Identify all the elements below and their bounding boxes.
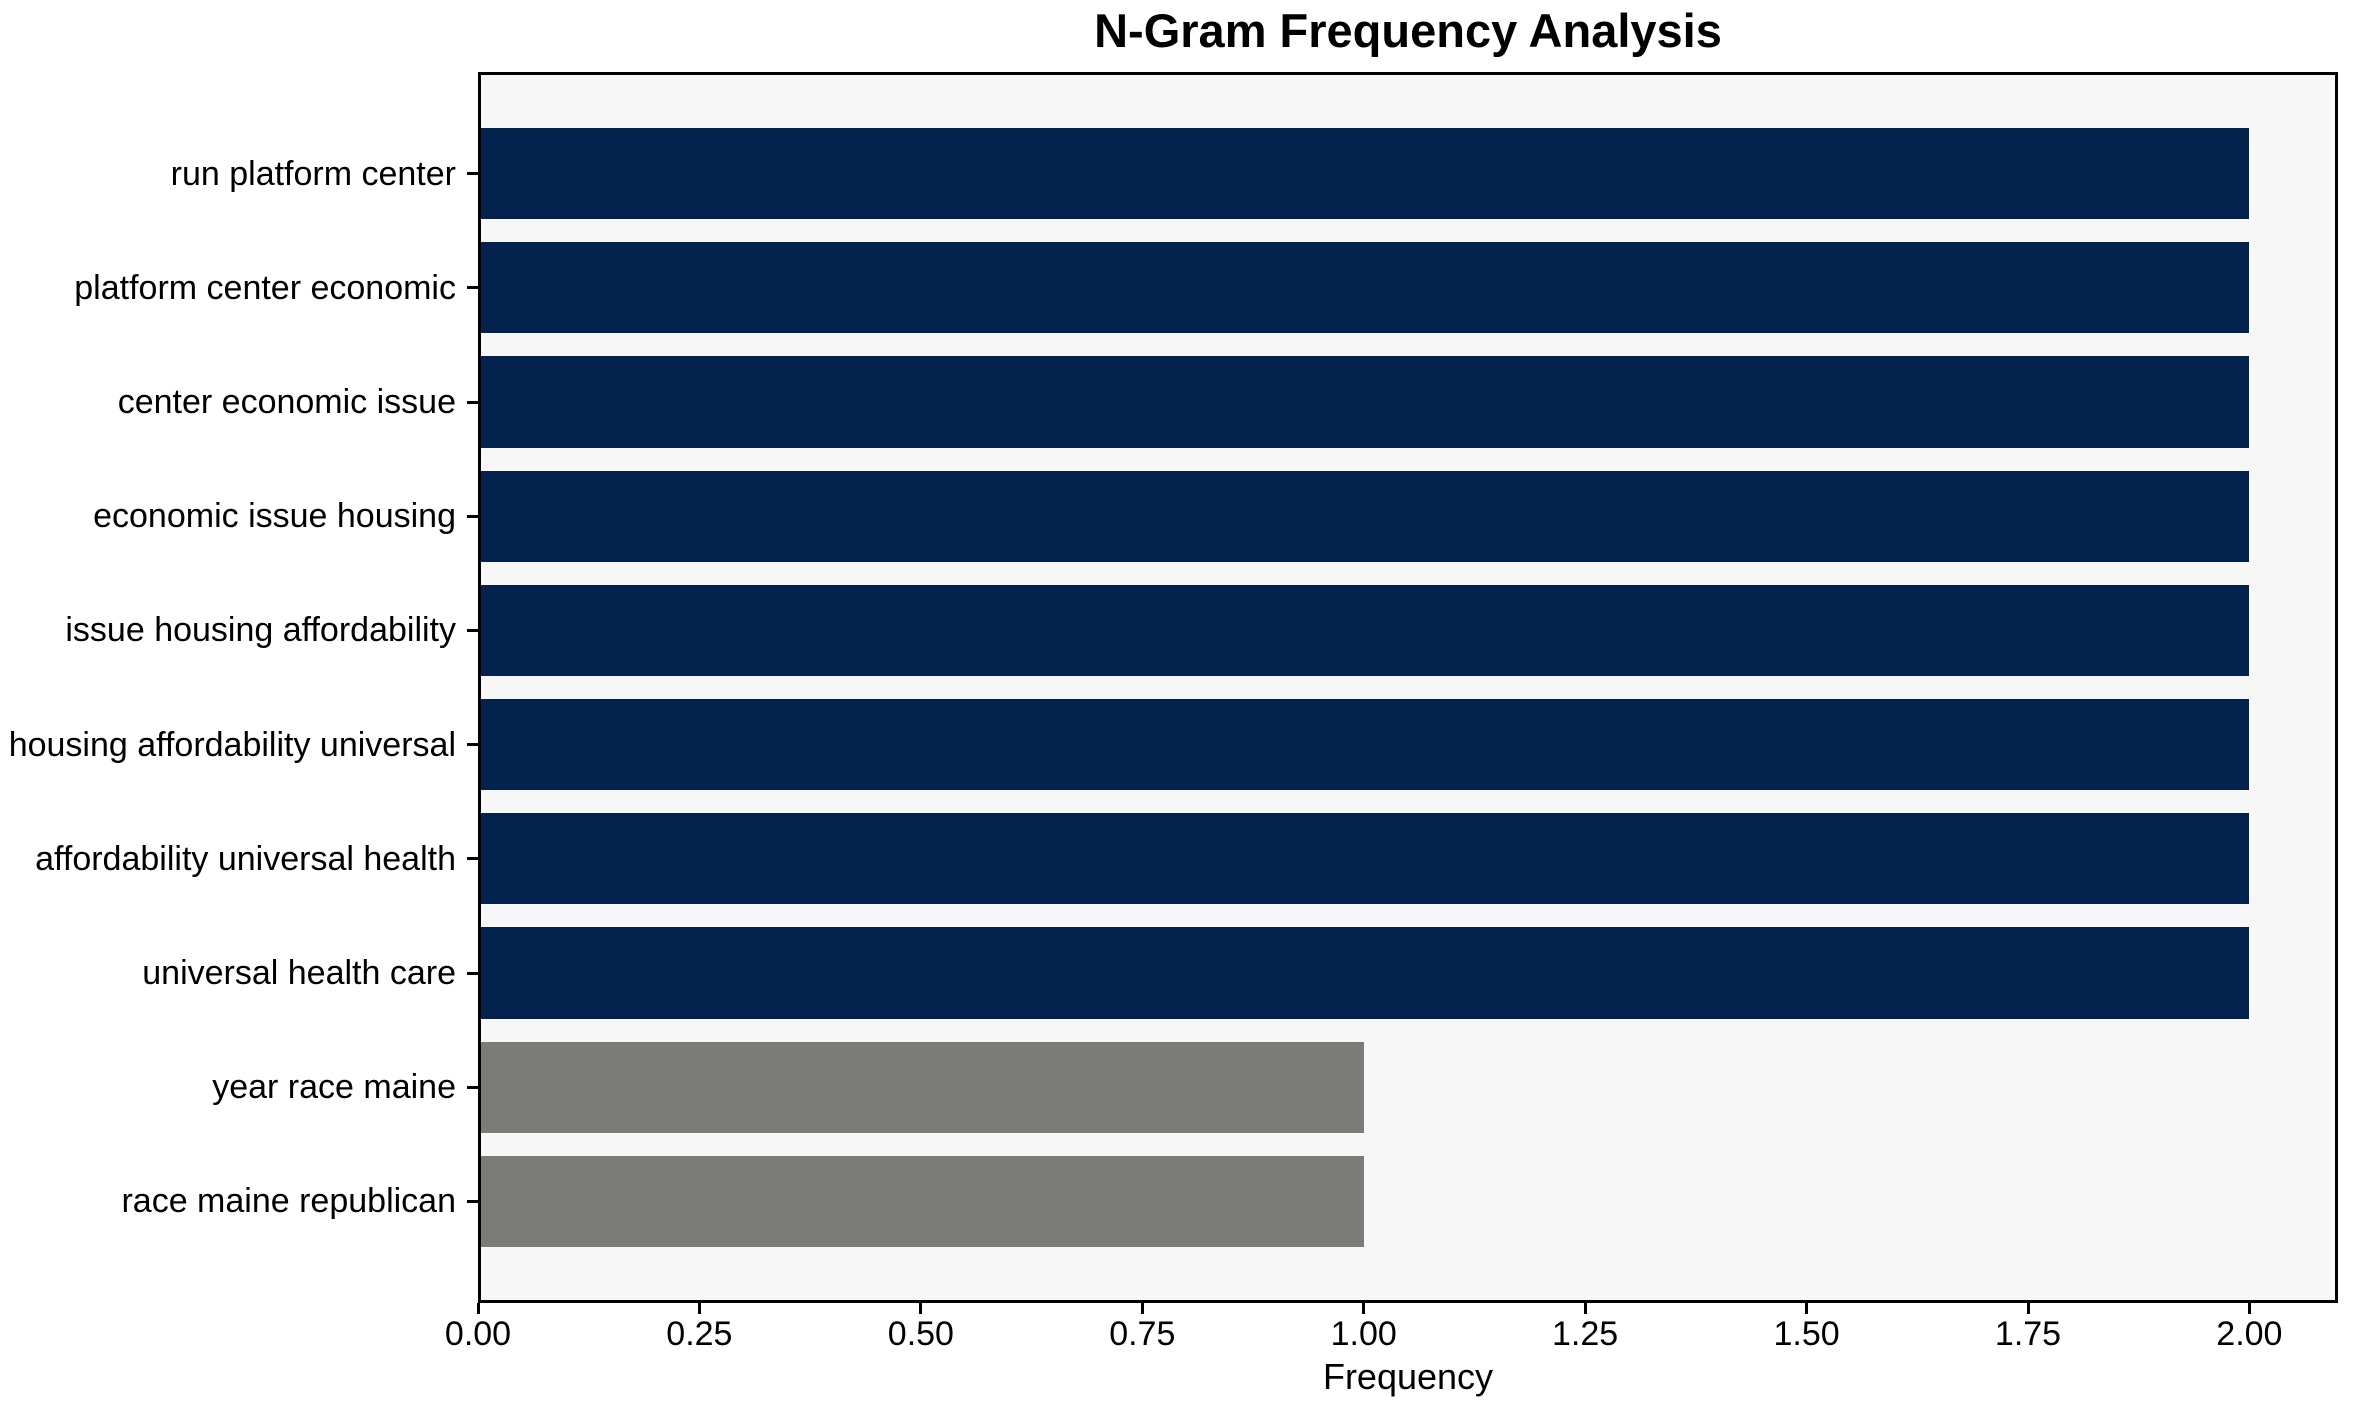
- y-tick-mark: [467, 172, 478, 176]
- x-tick-mark: [697, 1303, 701, 1314]
- x-tick-label: 1.50: [1773, 1315, 1840, 1353]
- y-tick-mark: [467, 971, 478, 975]
- y-tick-label: economic issue housing: [93, 497, 456, 536]
- bar-year-race-maine: [478, 1041, 1364, 1133]
- x-tick-label: 0.25: [666, 1315, 733, 1353]
- x-tick-label: 1.75: [1994, 1315, 2062, 1353]
- y-tick-mark: [467, 400, 478, 404]
- y-tick-mark: [467, 1085, 478, 1089]
- y-tick-label: issue housing affordability: [65, 611, 456, 650]
- x-tick-label: 0.75: [1109, 1315, 1176, 1353]
- y-tick-label: race maine republican: [121, 1182, 456, 1221]
- x-tick-mark: [919, 1303, 923, 1314]
- x-tick-label: 2.00: [2216, 1315, 2283, 1353]
- x-tick-mark: [1362, 1303, 1366, 1314]
- x-tick-label: 1.25: [1552, 1315, 1619, 1353]
- bar-platform-center-economic: [478, 242, 2250, 334]
- y-tick-mark: [467, 286, 478, 290]
- y-tick-label: year race maine: [212, 1068, 456, 1107]
- x-tick-label: 0.00: [444, 1315, 512, 1353]
- bar-race-maine-republican: [478, 1155, 1364, 1248]
- y-tick-label: run platform center: [170, 154, 456, 193]
- chart-title: N-Gram Frequency Analysis: [1094, 4, 1722, 57]
- x-tick-label: 0.50: [887, 1315, 954, 1353]
- bar-center-economic-issue: [478, 356, 2250, 448]
- x-tick-mark: [2247, 1303, 2251, 1314]
- y-tick-label: affordability universal health: [35, 839, 456, 878]
- bar-issue-housing-affordability: [478, 584, 2250, 677]
- y-tick-mark: [467, 743, 478, 747]
- y-tick-mark: [467, 628, 478, 632]
- bar-housing-affordability-universal: [478, 698, 2250, 791]
- bar-run-platform-center: [478, 128, 2250, 220]
- x-tick-mark: [476, 1303, 480, 1314]
- y-tick-label: housing affordability universal: [8, 725, 456, 764]
- bar-affordability-universal-health: [478, 813, 2250, 905]
- x-tick-label: 1.00: [1330, 1315, 1397, 1353]
- x-tick-mark: [1583, 1303, 1587, 1314]
- x-tick-mark: [1805, 1303, 1809, 1314]
- x-axis-label: Frequency: [1322, 1356, 1494, 1397]
- y-tick-label: universal health care: [142, 954, 456, 992]
- bar-economic-issue-housing: [478, 470, 2250, 562]
- x-tick-mark: [1140, 1303, 1144, 1314]
- y-tick-label: center economic issue: [117, 383, 456, 421]
- bars-layer: [478, 72, 2338, 1303]
- bar-universal-health-care: [478, 927, 2250, 1019]
- y-tick-mark: [467, 1199, 478, 1203]
- y-tick-label: platform center economic: [74, 268, 456, 307]
- y-tick-mark: [467, 857, 478, 861]
- y-tick-mark: [467, 514, 478, 518]
- x-tick-mark: [2026, 1303, 2030, 1314]
